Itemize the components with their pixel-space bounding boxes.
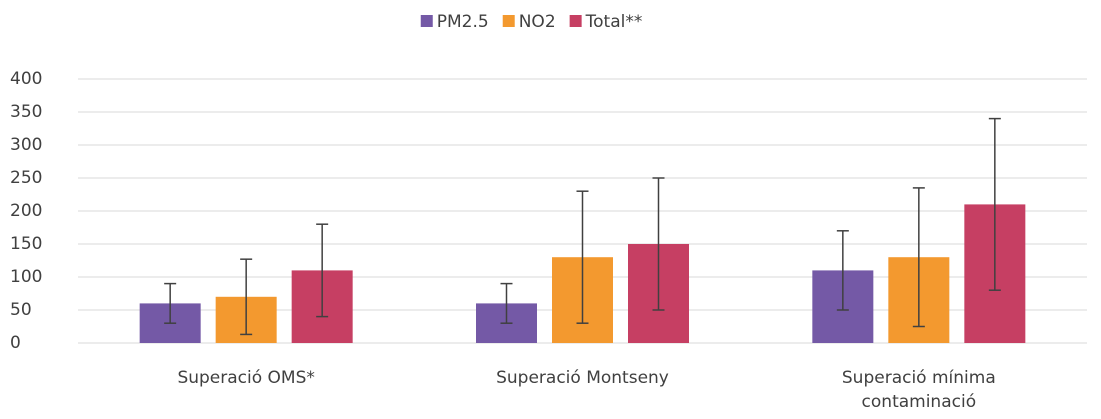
x-tick-label: Superació mínima contaminació	[841, 368, 996, 412]
legend-label: PM2.5	[437, 12, 489, 32]
y-tick-label: 400	[10, 69, 42, 89]
legend-swatch	[569, 15, 582, 27]
y-tick-label: 50	[10, 300, 32, 320]
error-bar	[316, 223, 329, 318]
y-tick-label: 150	[10, 234, 42, 254]
error-bar	[576, 190, 589, 324]
y-tick-label: 250	[10, 168, 42, 188]
error-bar	[240, 258, 253, 336]
y-tick-label: 100	[10, 267, 42, 287]
y-tick-label: 200	[10, 201, 42, 221]
error-bar	[652, 177, 665, 311]
y-tick-label: 350	[10, 102, 42, 122]
legend-label: Total**	[585, 12, 643, 32]
y-tick-label: 0	[10, 333, 21, 353]
legend-swatch	[420, 15, 433, 27]
error-bar	[164, 282, 177, 324]
legend-swatch	[502, 15, 515, 27]
legend-label: NO2	[519, 12, 556, 32]
y-tick-label: 300	[10, 135, 42, 155]
error-bar	[836, 230, 849, 311]
error-bar	[988, 117, 1001, 291]
error-bar	[500, 282, 513, 324]
x-tick-label: Superació Montseny	[496, 368, 669, 388]
error-bar	[912, 187, 925, 328]
x-tick-label: Superació OMS*	[177, 368, 315, 388]
